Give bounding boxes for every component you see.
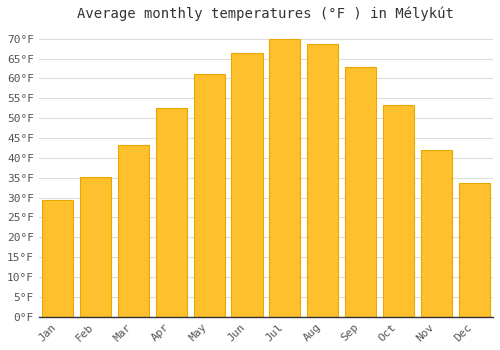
Bar [307, 44, 338, 317]
Bar [118, 145, 149, 317]
Bar [80, 177, 111, 317]
Title: Average monthly temperatures (°F ) in Mélykút: Average monthly temperatures (°F ) in Mé… [78, 7, 454, 21]
Bar [232, 54, 262, 317]
Bar [194, 74, 224, 317]
Bar [345, 66, 376, 317]
Bar [458, 182, 490, 317]
Bar [156, 108, 187, 317]
Bar [270, 40, 300, 317]
Bar [421, 149, 452, 317]
Bar [42, 201, 74, 317]
Bar [383, 105, 414, 317]
